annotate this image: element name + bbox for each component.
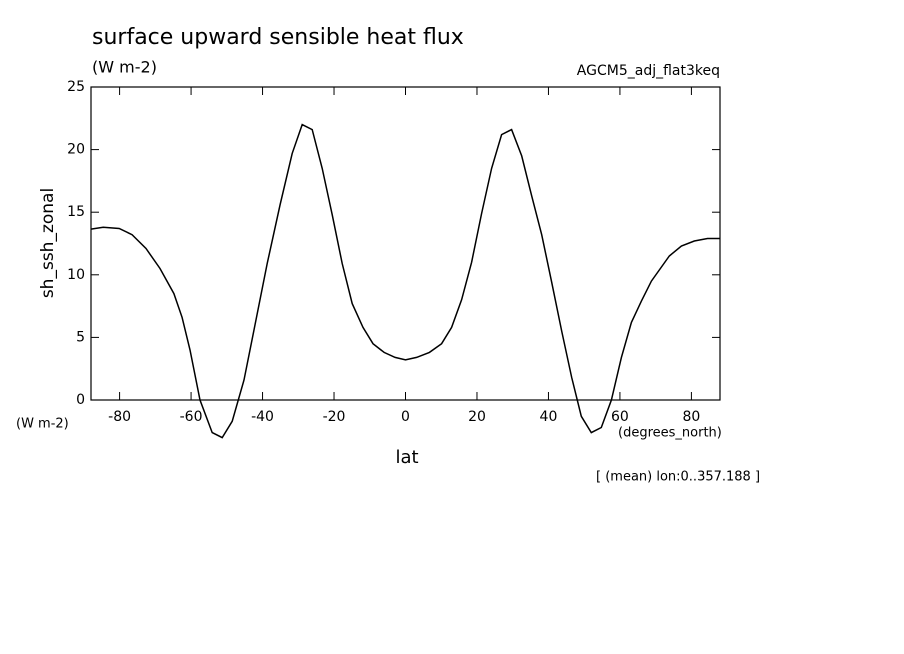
- x-tick-label: -20: [323, 409, 346, 425]
- dataset-label: AGCM5_adj_flat3keq: [577, 63, 720, 79]
- x-tick-label: 20: [468, 409, 486, 425]
- chart-title: surface upward sensible heat flux: [92, 25, 464, 50]
- y-units-label: (W m-2): [16, 417, 69, 432]
- x-tick-label: 0: [401, 409, 410, 425]
- y-tick-label: 15: [67, 204, 85, 220]
- x-tick-label: 40: [540, 409, 558, 425]
- y-tick-label: 25: [67, 79, 85, 95]
- x-tick-label: -80: [108, 409, 131, 425]
- x-tick-label: -60: [180, 409, 203, 425]
- annotation: [ (mean) lon:0..357.188 ]: [596, 470, 760, 485]
- data-line: [90, 123, 720, 439]
- y-tick-label: 5: [76, 329, 85, 345]
- y-tick-label: 0: [76, 392, 85, 408]
- y-axis-label: sh_ssh_zonal: [38, 188, 58, 298]
- x-tick-label: -40: [251, 409, 274, 425]
- x-axis-label: lat: [395, 447, 418, 468]
- x-tick-label: 80: [682, 409, 700, 425]
- y-tick-label: 10: [67, 267, 85, 283]
- plot-frame: [90, 86, 721, 401]
- x-units-label: (degrees_north): [618, 426, 722, 441]
- y-tick-label: 20: [67, 142, 85, 158]
- x-tick-label: 60: [611, 409, 629, 425]
- units-label: (W m-2): [92, 58, 157, 77]
